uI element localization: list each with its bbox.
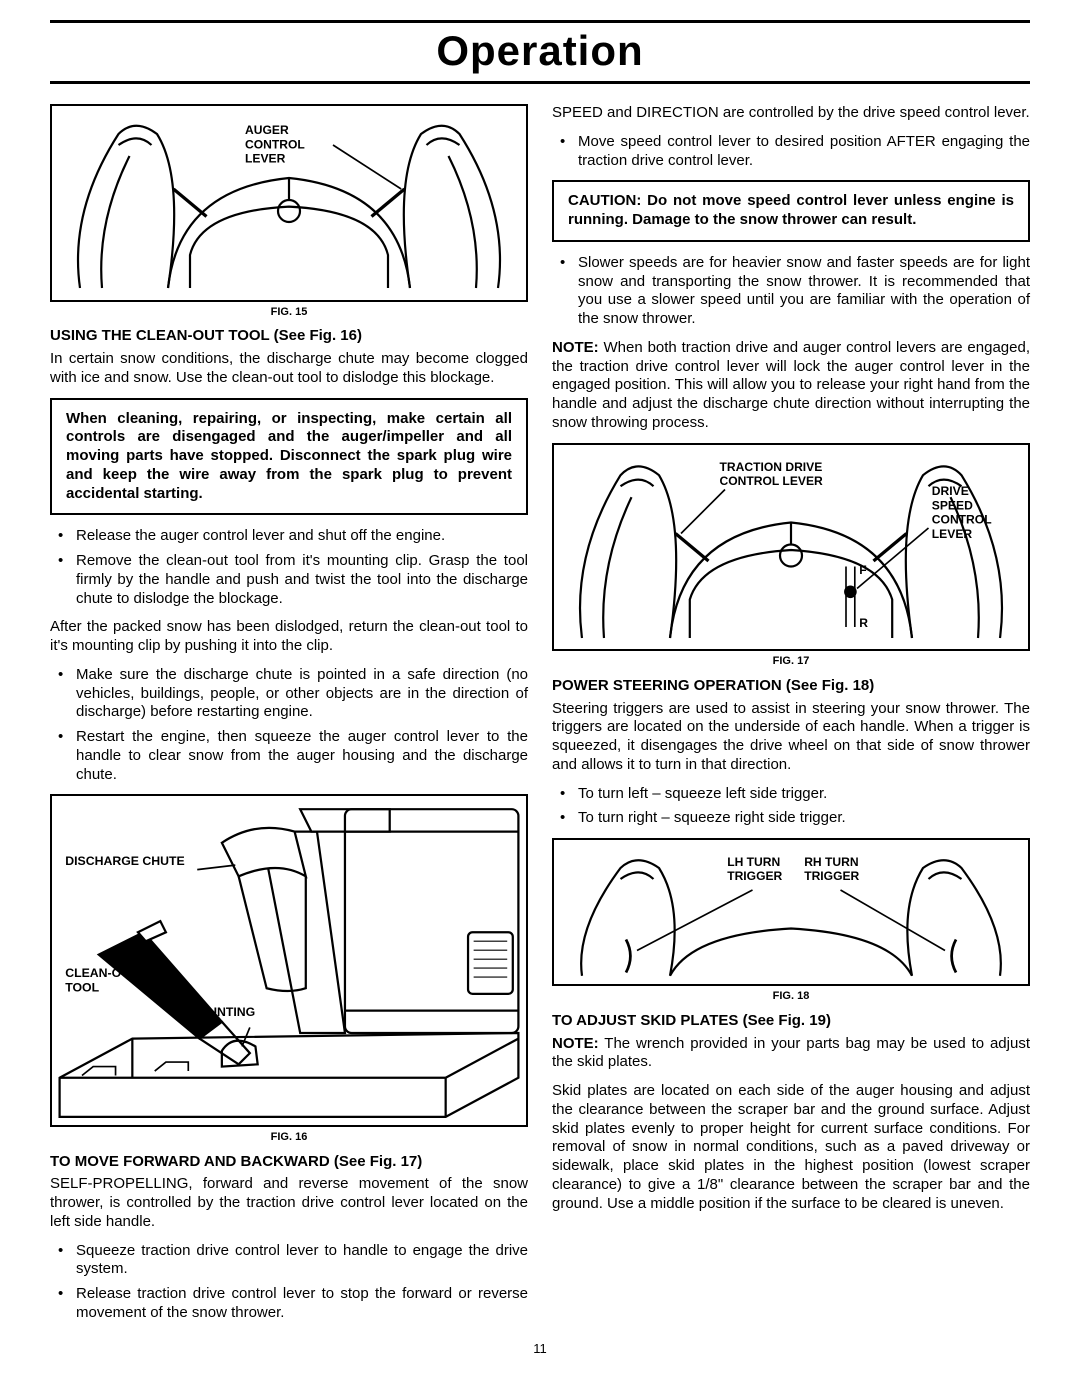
svg-text:LH TURN: LH TURN — [727, 855, 780, 869]
svg-text:MOUNTING: MOUNTING — [188, 1005, 255, 1019]
bullet: Restart the engine, then squeeze the aug… — [50, 728, 528, 784]
bullet-list: To turn left – squeeze left side trigger… — [552, 785, 1030, 829]
bullet-list: Make sure the discharge chute is pointed… — [50, 666, 528, 785]
svg-text:TOOL: TOOL — [65, 981, 99, 995]
para: Skid plates are located on each side of … — [552, 1082, 1030, 1213]
para: After the packed snow has been dislodged… — [50, 618, 528, 656]
sec-skid-plates: TO ADJUST SKID PLATES (See Fig. 19) — [552, 1012, 1030, 1031]
svg-text:CONTROL: CONTROL — [932, 512, 992, 526]
svg-text:TRACTION DRIVE: TRACTION DRIVE — [720, 459, 823, 473]
fig18-svg: LH TURN TRIGGER RH TURN TRIGGER — [560, 846, 1022, 978]
fig16-box: DISCHARGE CHUTE CLEAN-OUT TOOL MOUNTING … — [50, 794, 528, 1127]
note-para: NOTE: When both traction drive and auger… — [552, 339, 1030, 433]
fig17-box: F R TRACTION DRIVE CONTROL LEVER DRIVE S… — [552, 443, 1030, 652]
note-para: NOTE: The wrench provided in your parts … — [552, 1035, 1030, 1073]
note-label: NOTE: — [552, 339, 599, 356]
svg-text:CONTROL: CONTROL — [245, 137, 305, 151]
right-column: SPEED and DIRECTION are controlled by th… — [552, 104, 1030, 1333]
note-body: The wrench provided in your parts bag ma… — [552, 1035, 1030, 1071]
bullet-list: Move speed control lever to desired posi… — [552, 133, 1030, 171]
bullet: Slower speeds are for heavier snow and f… — [552, 254, 1030, 329]
svg-text:F: F — [859, 563, 866, 577]
para: SELF-PROPELLING, forward and reverse mov… — [50, 1175, 528, 1231]
bullet: To turn right – squeeze right side trigg… — [552, 809, 1030, 828]
svg-text:LEVER: LEVER — [245, 152, 286, 166]
svg-text:TRIGGER: TRIGGER — [804, 869, 859, 883]
svg-text:RH TURN: RH TURN — [804, 855, 858, 869]
para: Steering triggers are used to assist in … — [552, 700, 1030, 775]
fig16-caption: FIG. 16 — [50, 1131, 528, 1145]
note-body: When both traction drive and auger contr… — [552, 339, 1030, 431]
bullet-list: Squeeze traction drive control lever to … — [50, 1242, 528, 1323]
bullet: Remove the clean-out tool from it's moun… — [50, 552, 528, 608]
left-column: AUGER CONTROL LEVER FIG. 15 USING THE CL… — [50, 104, 528, 1333]
svg-text:R: R — [859, 616, 868, 630]
bullet-list: Slower speeds are for heavier snow and f… — [552, 254, 1030, 329]
bullet: Squeeze traction drive control lever to … — [50, 1242, 528, 1280]
bullet-list: Release the auger control lever and shut… — [50, 527, 528, 608]
para: SPEED and DIRECTION are controlled by th… — [552, 104, 1030, 123]
fig16-svg: DISCHARGE CHUTE CLEAN-OUT TOOL MOUNTING … — [54, 798, 524, 1123]
fig18-box: LH TURN TRIGGER RH TURN TRIGGER — [552, 838, 1030, 986]
svg-text:SPEED: SPEED — [932, 498, 973, 512]
svg-text:CLEAN-OUT: CLEAN-OUT — [65, 966, 138, 980]
svg-text:TRIGGER: TRIGGER — [727, 869, 782, 883]
fig17-caption: FIG. 17 — [552, 655, 1030, 669]
svg-text:LEVER: LEVER — [932, 526, 973, 540]
sec-power-steering: POWER STEERING OPERATION (See Fig. 18) — [552, 677, 1030, 696]
bullet: Release the auger control lever and shut… — [50, 527, 528, 546]
para: In certain snow conditions, the discharg… — [50, 350, 528, 388]
svg-text:CONTROL LEVER: CONTROL LEVER — [720, 474, 824, 488]
page-number: 11 — [50, 1341, 1030, 1356]
content-columns: AUGER CONTROL LEVER FIG. 15 USING THE CL… — [50, 104, 1030, 1333]
caution-speed-lever: CAUTION: Do not move speed control lever… — [552, 180, 1030, 242]
fig15-box: AUGER CONTROL LEVER — [50, 104, 528, 302]
svg-text:CLIP: CLIP — [188, 1020, 216, 1034]
bullet: Release traction drive control lever to … — [50, 1285, 528, 1323]
fig18-caption: FIG. 18 — [552, 990, 1030, 1004]
sec-using-cleanout: USING THE CLEAN-OUT TOOL (See Fig. 16) — [50, 327, 528, 346]
bullet: To turn left – squeeze left side trigger… — [552, 785, 1030, 804]
bullet: Make sure the discharge chute is pointed… — [50, 666, 528, 722]
warning-cleaning: When cleaning, repairing, or inspecting,… — [50, 398, 528, 516]
note-label: NOTE: — [552, 1035, 599, 1052]
page-title: Operation — [50, 25, 1030, 81]
svg-text:DISCHARGE CHUTE: DISCHARGE CHUTE — [65, 854, 185, 868]
bullet: Move speed control lever to desired posi… — [552, 133, 1030, 171]
svg-text:DRIVE: DRIVE — [932, 484, 969, 498]
sec-move-forward: TO MOVE FORWARD AND BACKWARD (See Fig. 1… — [50, 1153, 528, 1172]
fig17-svg: F R TRACTION DRIVE CONTROL LEVER DRIVE S… — [560, 451, 1022, 644]
svg-text:AUGER: AUGER — [245, 123, 289, 137]
fig15-caption: FIG. 15 — [50, 306, 528, 320]
fig15-svg: AUGER CONTROL LEVER — [58, 112, 520, 294]
